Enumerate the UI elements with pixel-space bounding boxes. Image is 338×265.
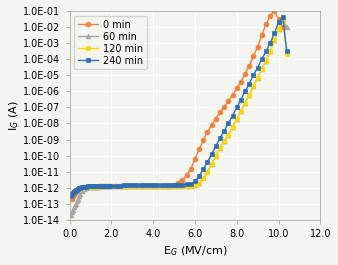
- 0 min: [70, 197, 74, 201]
- 0 min: [75, 190, 79, 193]
- Y-axis label: I$_G$ (A): I$_G$ (A): [7, 100, 21, 131]
- 120 min: [264, 59, 268, 62]
- 240 min: [218, 137, 222, 140]
- 0 min: [130, 185, 134, 188]
- 120 min: [285, 53, 289, 56]
- 240 min: [69, 195, 73, 198]
- Line: 60 min: 60 min: [68, 17, 289, 218]
- Line: 120 min: 120 min: [68, 17, 289, 198]
- 0 min: [135, 185, 139, 188]
- 120 min: [69, 195, 73, 198]
- 240 min: [77, 187, 81, 190]
- 60 min: [69, 213, 73, 217]
- 60 min: [122, 185, 126, 188]
- 0 min: [69, 195, 73, 198]
- 0 min: [226, 99, 231, 103]
- 60 min: [135, 185, 139, 188]
- 0 min: [95, 185, 99, 188]
- X-axis label: E$_G$ (MV/cm): E$_G$ (MV/cm): [163, 244, 227, 258]
- 240 min: [264, 50, 268, 53]
- 120 min: [122, 185, 126, 188]
- 120 min: [80, 186, 84, 189]
- 240 min: [281, 16, 285, 19]
- 0 min: [281, 25, 285, 29]
- 120 min: [218, 146, 222, 149]
- 240 min: [122, 184, 126, 187]
- Line: 0 min: 0 min: [68, 8, 285, 201]
- 120 min: [77, 188, 81, 191]
- 240 min: [135, 184, 139, 187]
- 0 min: [103, 185, 107, 188]
- 60 min: [264, 59, 268, 62]
- 60 min: [80, 190, 84, 193]
- 240 min: [285, 50, 289, 53]
- Line: 240 min: 240 min: [68, 15, 289, 198]
- 120 min: [281, 18, 285, 21]
- 60 min: [285, 25, 289, 29]
- 60 min: [77, 195, 81, 198]
- 60 min: [218, 146, 222, 149]
- 120 min: [135, 185, 139, 188]
- Legend: 0 min, 60 min, 120 min, 240 min: 0 min, 60 min, 120 min, 240 min: [74, 16, 147, 69]
- 240 min: [80, 186, 84, 189]
- 0 min: [272, 9, 276, 12]
- 60 min: [281, 18, 285, 21]
